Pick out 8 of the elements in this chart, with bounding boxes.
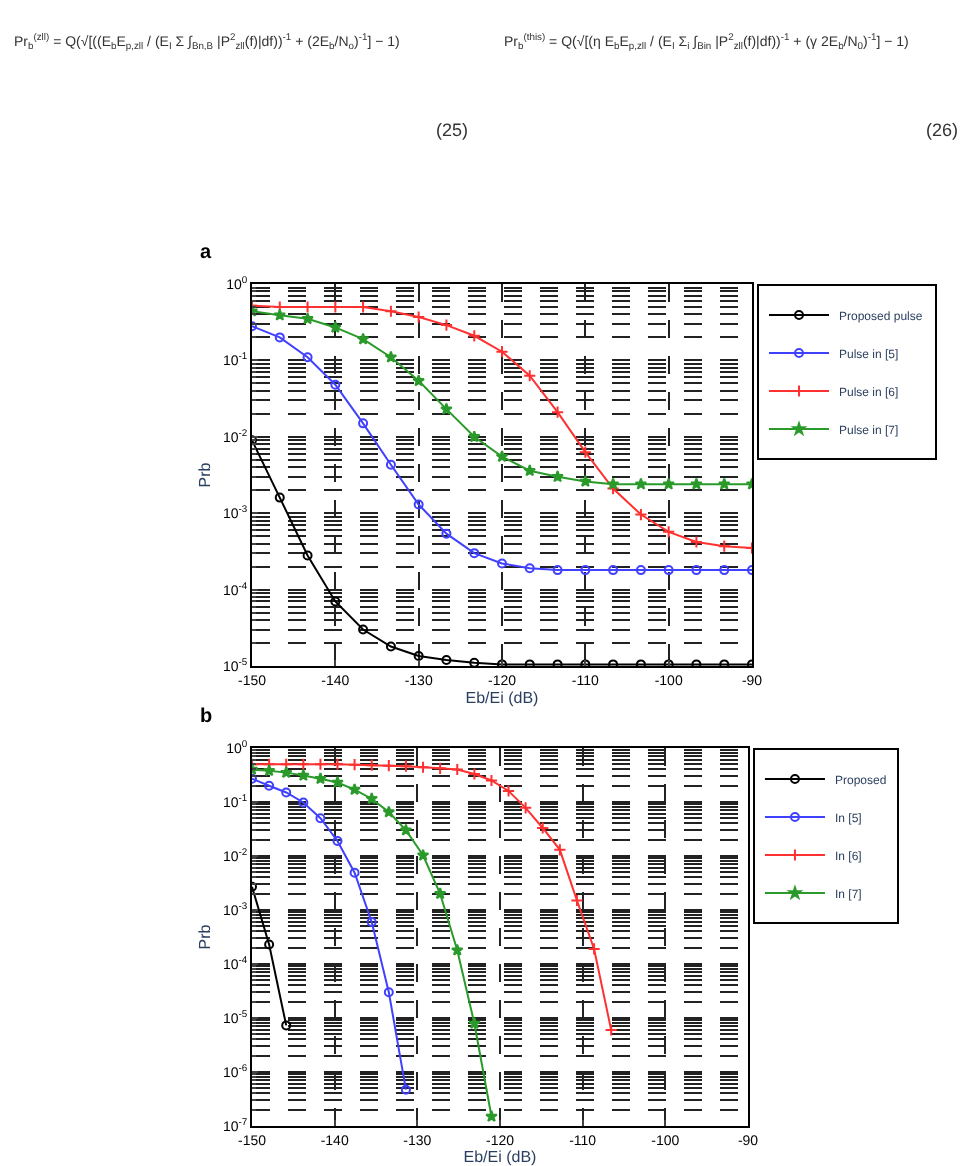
chart-title: a <box>200 242 212 264</box>
y-axis-title: Prb <box>196 923 215 950</box>
x-axis-title: Eb/Ei (dB) <box>463 1148 538 1166</box>
text: (26) <box>926 120 959 140</box>
y-axis-title: Prb <box>196 461 215 488</box>
text: (25) <box>436 120 469 140</box>
chart-title: b <box>200 706 213 728</box>
x-axis-title: Eb/Ei (dB) <box>465 689 540 707</box>
